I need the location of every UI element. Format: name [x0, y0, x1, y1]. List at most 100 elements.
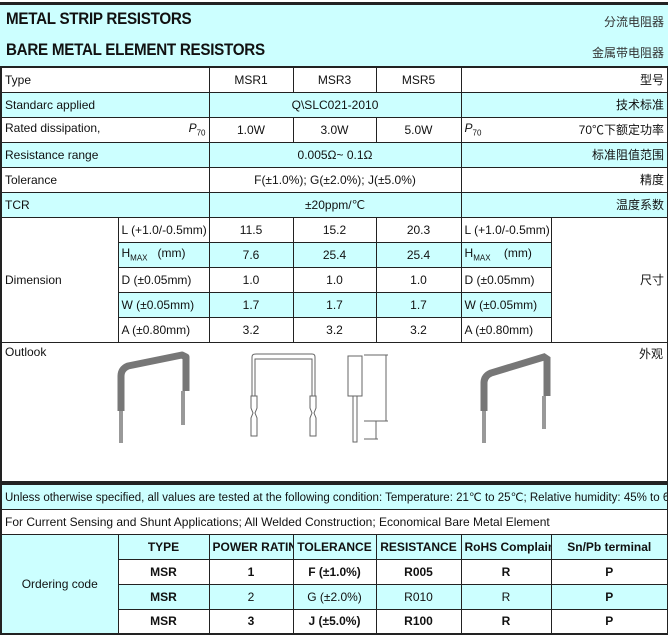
cell: R100 — [375, 608, 462, 635]
row-type: Type MSR1 MSR3 MSR5 型号 — [0, 66, 668, 93]
dim-h-label: HMAX (mm) — [117, 241, 210, 268]
type-label: Type — [0, 66, 210, 93]
tolerance-label: Tolerance — [0, 166, 210, 193]
ordering-row: MSR 1 F (±1.0%) R005 R P — [1, 558, 668, 585]
dim-d-msr1: 1.0 — [208, 266, 294, 293]
dimension-row-d: D (±0.05mm) 1.0 1.0 1.0 D (±0.05mm) — [1, 266, 668, 293]
dimension-cn: 尺寸 — [550, 216, 668, 343]
top-rule — [0, 2, 668, 5]
row-outlook: Outlook 外观 — [0, 341, 668, 483]
col-power-rating: POWER RATING — [208, 533, 294, 560]
rated-sub: 70 — [196, 128, 206, 138]
dimension-row-l: Dimension L (+1.0/-0.5mm) 11.5 15.2 20.3… — [0, 216, 668, 343]
cell: MSR — [117, 608, 210, 635]
dim-l-msr1: 11.5 — [208, 216, 294, 243]
dim-d-label-2: D (±0.05mm) — [460, 266, 552, 293]
type-msr5: MSR5 — [375, 66, 462, 93]
title-1-cn: 分流电阻器 — [603, 15, 664, 29]
type-msr3: MSR3 — [292, 66, 377, 93]
dim-d-msr3: 1.0 — [292, 266, 377, 293]
resistor-photo-left — [117, 351, 190, 443]
cell: MSR — [117, 558, 210, 585]
dim-a-msr3: 3.2 — [292, 316, 377, 343]
cell: 1 — [208, 558, 294, 585]
resistance-label: Resistance range — [0, 141, 210, 168]
test-condition-note: Unless otherwise specified, all values a… — [0, 483, 668, 510]
dimension-label: Dimension — [0, 216, 119, 343]
title-2-cn: 金属带电阻器 — [591, 46, 664, 60]
standard-value: Q\SLC021-2010 — [208, 91, 462, 118]
cell: J (±5.0%) — [292, 608, 377, 635]
resistance-cn: 标准阻值范围 — [460, 141, 668, 168]
rated-label: Rated dissipation, — [5, 121, 101, 136]
header: METAL STRIP RESISTORS 分流电阻器 BARE METAL E… — [0, 5, 668, 66]
col-resistance: RESISTANCE — [375, 533, 462, 560]
application-row: For Current Sensing and Shunt Applicatio… — [0, 508, 668, 535]
col-snpb: Sn/Pb terminal — [550, 533, 668, 560]
tolerance-cn: 精度 — [460, 166, 668, 193]
dim-h-sym: H — [121, 246, 131, 261]
dimension-row-a: A (±0.80mm) 3.2 3.2 3.2 A (±0.80mm) — [1, 316, 668, 343]
cell: F (±1.0%) — [292, 558, 377, 585]
col-tolerance: TOLERANCE — [292, 533, 377, 560]
dim-h-sym-2: H — [464, 246, 474, 261]
dim-h-sub: MAX — [130, 253, 148, 263]
dim-w-msr3: 1.7 — [292, 291, 377, 318]
cell: P — [550, 558, 668, 585]
outlook-label: Outlook — [5, 344, 47, 359]
rated-symbol: P — [188, 121, 197, 136]
cell: P — [550, 608, 668, 635]
title-1: METAL STRIP RESISTORS — [6, 10, 192, 28]
rated-label-cell: Rated dissipation, P70 — [0, 116, 210, 143]
rated-symbol-2: P — [464, 121, 473, 135]
dim-h-msr5: 25.4 — [375, 241, 462, 268]
rated-cn: 70℃下额定功率 — [578, 123, 665, 137]
cell: R — [460, 558, 552, 585]
cell: 2 — [208, 583, 294, 610]
dim-h-msr3: 25.4 — [292, 241, 377, 268]
ordering-table: Unless otherwise specified, all values a… — [0, 483, 668, 635]
dim-l-msr3: 15.2 — [292, 216, 377, 243]
dim-l-label: L (+1.0/-0.5mm) — [117, 216, 210, 243]
dim-a-label-2: A (±0.80mm) — [460, 316, 552, 343]
rated-cn-cell: P70 70℃下额定功率 — [460, 116, 668, 143]
tcr-value: ±20ppm/℃ — [208, 191, 462, 218]
tcr-label: TCR — [0, 191, 210, 218]
dim-w-label-2: W (±0.05mm) — [460, 291, 552, 318]
rated-msr1: 1.0W — [208, 116, 294, 143]
dim-w-label: W (±0.05mm) — [117, 291, 210, 318]
col-rohs: RoHS Complaint — [460, 533, 552, 560]
cell: R — [460, 583, 552, 610]
dim-h-label-2: HMAX (mm) — [460, 241, 552, 268]
resistor-photo-right — [480, 352, 551, 443]
tolerance-value: F(±1.0%); G(±2.0%); J(±5.0%) — [208, 166, 462, 193]
ordering-row: MSR 3 J (±5.0%) R100 R P — [1, 608, 668, 635]
outlook-cell: Outlook 外观 — [0, 341, 668, 483]
ordering-code-label: Ordering code — [0, 533, 119, 635]
row-rated: Rated dissipation, P70 1.0W 3.0W 5.0W P70… — [0, 116, 668, 143]
cell: P — [550, 583, 668, 610]
dim-l-msr5: 20.3 — [375, 216, 462, 243]
tcr-cn: 温度系数 — [460, 191, 668, 218]
row-resistance: Resistance range 0.005Ω~ 0.1Ω 标准阻值范围 — [0, 141, 668, 168]
resistor-drawing-side — [347, 354, 388, 442]
standard-cn: 技术标准 — [460, 91, 668, 118]
spec-table: Type MSR1 MSR3 MSR5 型号 Standarc applied … — [0, 66, 668, 483]
outlook-drawings — [117, 351, 551, 443]
type-msr1: MSR1 — [208, 66, 294, 93]
title-2: BARE METAL ELEMENT RESISTORS — [6, 41, 265, 59]
dim-l-label-2: L (+1.0/-0.5mm) — [460, 216, 552, 243]
dim-h-sub-2: MAX — [473, 253, 491, 263]
type-cn: 型号 — [460, 66, 668, 93]
cell: R — [460, 608, 552, 635]
resistance-value: 0.005Ω~ 0.1Ω — [208, 141, 462, 168]
outlook-cn: 外观 — [639, 346, 664, 361]
rated-sub-2: 70 — [472, 128, 482, 138]
dim-h-msr1: 7.6 — [208, 241, 294, 268]
standard-label: Standarc applied — [0, 91, 210, 118]
dim-w-msr1: 1.7 — [208, 291, 294, 318]
dimension-row-w: W (±0.05mm) 1.7 1.7 1.7 W (±0.05mm) — [1, 291, 668, 318]
dim-a-msr5: 3.2 — [375, 316, 462, 343]
ordering-header-row: Ordering code TYPE POWER RATING TOLERANC… — [0, 533, 668, 635]
rated-msr5: 5.0W — [375, 116, 462, 143]
